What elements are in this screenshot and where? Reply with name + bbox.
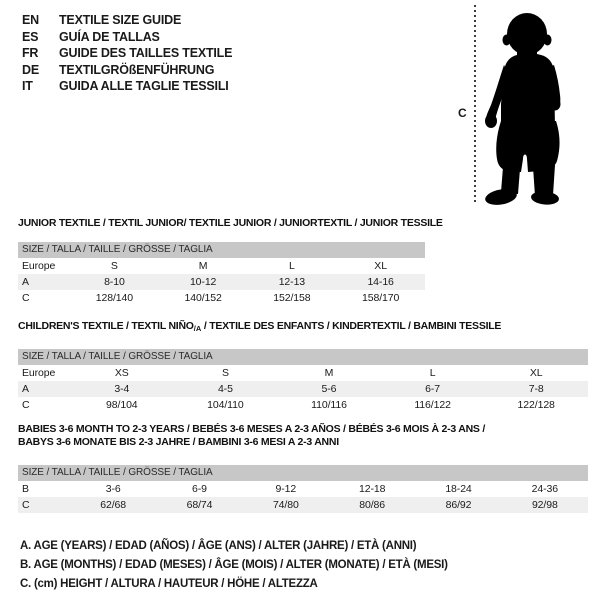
- language-code: DE: [22, 62, 39, 77]
- table-size-header: SIZE / TALLA / TAILLE / GRÖSSE / TAGLIA: [18, 465, 588, 481]
- language-code: FR: [22, 46, 39, 61]
- language-code: ES: [22, 29, 39, 44]
- size-value: L: [289, 260, 295, 272]
- table-row: C 128/140 140/152 152/158 158/170: [18, 290, 425, 306]
- table-size-header: SIZE / TALLA / TAILLE / GRÖSSE / TAGLIA: [18, 242, 425, 258]
- table-row: A 3-4 4-5 5-6 6-7 7-8: [18, 381, 588, 397]
- size-value: 68/74: [186, 499, 213, 511]
- language-title: TEXTILGRÖßENFÜHRUNG: [59, 62, 215, 77]
- baby-silhouette-icon: [485, 13, 561, 205]
- row-label: C: [22, 292, 30, 304]
- language-row-it: IT GUIDA ALLE TAGLIE TESSILI: [22, 78, 232, 95]
- size-value: 10-12: [189, 276, 217, 288]
- height-marker-label: C: [458, 106, 467, 120]
- section-title: JUNIOR TEXTILE / TEXTIL JUNIOR/ TEXTILE …: [18, 217, 443, 229]
- language-title: GUIDE DES TAILLES TEXTILE: [59, 46, 233, 61]
- size-value: 116/122: [414, 399, 451, 411]
- section-title-subscript: /A: [193, 324, 202, 333]
- size-value: 7-8: [528, 383, 544, 395]
- row-label: A: [22, 383, 29, 395]
- language-title-list: EN TEXTILE SIZE GUIDE ES GUÍA DE TALLAS …: [22, 12, 232, 95]
- section-title: CHILDREN'S TEXTILE / TEXTIL NIÑO/A / TEX…: [18, 320, 588, 335]
- size-value: 140/152: [184, 292, 222, 304]
- language-title: TEXTILE SIZE GUIDE: [59, 13, 182, 28]
- size-value: 3-4: [114, 383, 130, 395]
- size-value: XL: [374, 260, 387, 272]
- size-value: S: [110, 260, 118, 272]
- height-dotted-line: [474, 5, 476, 205]
- language-code: EN: [22, 13, 39, 28]
- row-label: C: [22, 499, 30, 511]
- size-value: 98/104: [106, 399, 138, 411]
- size-value: 8-10: [104, 276, 125, 288]
- note-age-months: B. AGE (MONTHS) / EDAD (MESES) / ÂGE (MO…: [20, 559, 448, 571]
- row-label: C: [22, 399, 30, 411]
- children-textile-section: CHILDREN'S TEXTILE / TEXTIL NIÑO/A / TEX…: [18, 320, 588, 413]
- table-row: B 3-6 6-9 9-12 12-18 18-24 24-36: [18, 481, 588, 497]
- size-value: 110/116: [311, 399, 347, 411]
- language-code: IT: [22, 79, 33, 94]
- size-value: 6-9: [192, 483, 207, 495]
- table-size-header: SIZE / TALLA / TAILLE / GRÖSSE / TAGLIA: [18, 349, 588, 365]
- size-value: S: [221, 367, 229, 379]
- language-row-de: DE TEXTILGRÖßENFÜHRUNG: [22, 62, 232, 79]
- junior-size-table: SIZE / TALLA / TAILLE / GRÖSSE / TAGLIA …: [18, 242, 425, 306]
- size-value: 3-6: [105, 483, 121, 495]
- table-row: Europe S M L XL: [18, 258, 425, 274]
- note-height-cm: C. (cm) HEIGHT / ALTURA / HAUTEUR / HÖHE…: [20, 578, 318, 590]
- babies-textile-section: BABIES 3-6 MONTH TO 2-3 YEARS / BEBÉS 3-…: [18, 423, 588, 513]
- size-value: XS: [114, 367, 129, 379]
- size-value: M: [198, 260, 208, 272]
- language-row-en: EN TEXTILE SIZE GUIDE: [22, 12, 232, 29]
- row-label: Europe: [22, 367, 56, 379]
- language-row-es: ES GUÍA DE TALLAS: [22, 29, 232, 46]
- size-value: L: [429, 367, 436, 379]
- size-value: 122/128: [517, 399, 555, 411]
- legend-notes: A. AGE (YEARS) / EDAD (AÑOS) / ÂGE (ANS)…: [20, 537, 448, 594]
- language-title: GUÍA DE TALLAS: [59, 29, 160, 44]
- size-value: 5-6: [321, 383, 337, 395]
- table-row: C 62/68 68/74 74/80 80/86 86/92 92/98: [18, 497, 588, 513]
- size-value: 86/92: [445, 499, 472, 511]
- row-label: Europe: [22, 260, 56, 272]
- size-value: XL: [529, 367, 543, 379]
- children-size-table: SIZE / TALLA / TAILLE / GRÖSSE / TAGLIA …: [18, 349, 588, 413]
- size-value: 14-16: [367, 276, 394, 288]
- section-title-line2: BABYS 3-6 MONATE BIS 2-3 JAHRE / BAMBINI…: [18, 436, 339, 448]
- size-value: M: [324, 367, 334, 379]
- size-value: 74/80: [272, 499, 299, 511]
- size-value: 12-18: [358, 483, 386, 495]
- row-label: A: [22, 276, 29, 288]
- size-value: 158/170: [361, 292, 400, 304]
- language-row-fr: FR GUIDE DES TAILLES TEXTILE: [22, 45, 232, 62]
- size-value: 152/158: [273, 292, 311, 304]
- size-value: 18-24: [445, 483, 472, 495]
- table-row: A 8-10 10-12 12-13 14-16: [18, 274, 425, 290]
- size-value: 92/98: [531, 499, 558, 511]
- row-label: B: [22, 483, 29, 495]
- section-title-text: CHILDREN'S TEXTILE / TEXTIL NIÑO: [18, 320, 194, 332]
- junior-textile-section: JUNIOR TEXTILE / TEXTIL JUNIOR/ TEXTILE …: [18, 217, 443, 306]
- size-value: 4-5: [217, 383, 233, 395]
- language-title: GUIDA ALLE TAGLIE TESSILI: [59, 79, 229, 94]
- size-value: 24-36: [531, 483, 558, 495]
- note-age-years: A. AGE (YEARS) / EDAD (AÑOS) / ÂGE (ANS)…: [20, 540, 417, 552]
- size-value: 6-7: [425, 383, 441, 395]
- size-value: 62/68: [100, 499, 127, 511]
- babies-size-table: SIZE / TALLA / TAILLE / GRÖSSE / TAGLIA …: [18, 465, 588, 513]
- size-value: 12-13: [278, 276, 306, 288]
- size-value: 104/110: [207, 399, 244, 411]
- section-title-line1: BABIES 3-6 MONTH TO 2-3 YEARS / BEBÉS 3-…: [18, 423, 486, 435]
- table-row: C 98/104 104/110 110/116 116/122 122/128: [18, 397, 588, 413]
- section-title-text: / TEXTILE DES ENFANTS / KINDERTEXTIL / B…: [201, 320, 502, 332]
- size-value: 128/140: [95, 292, 133, 304]
- size-value: 9-12: [275, 483, 297, 495]
- table-row: Europe XS S M L XL: [18, 365, 588, 381]
- size-value: 80/86: [359, 499, 386, 511]
